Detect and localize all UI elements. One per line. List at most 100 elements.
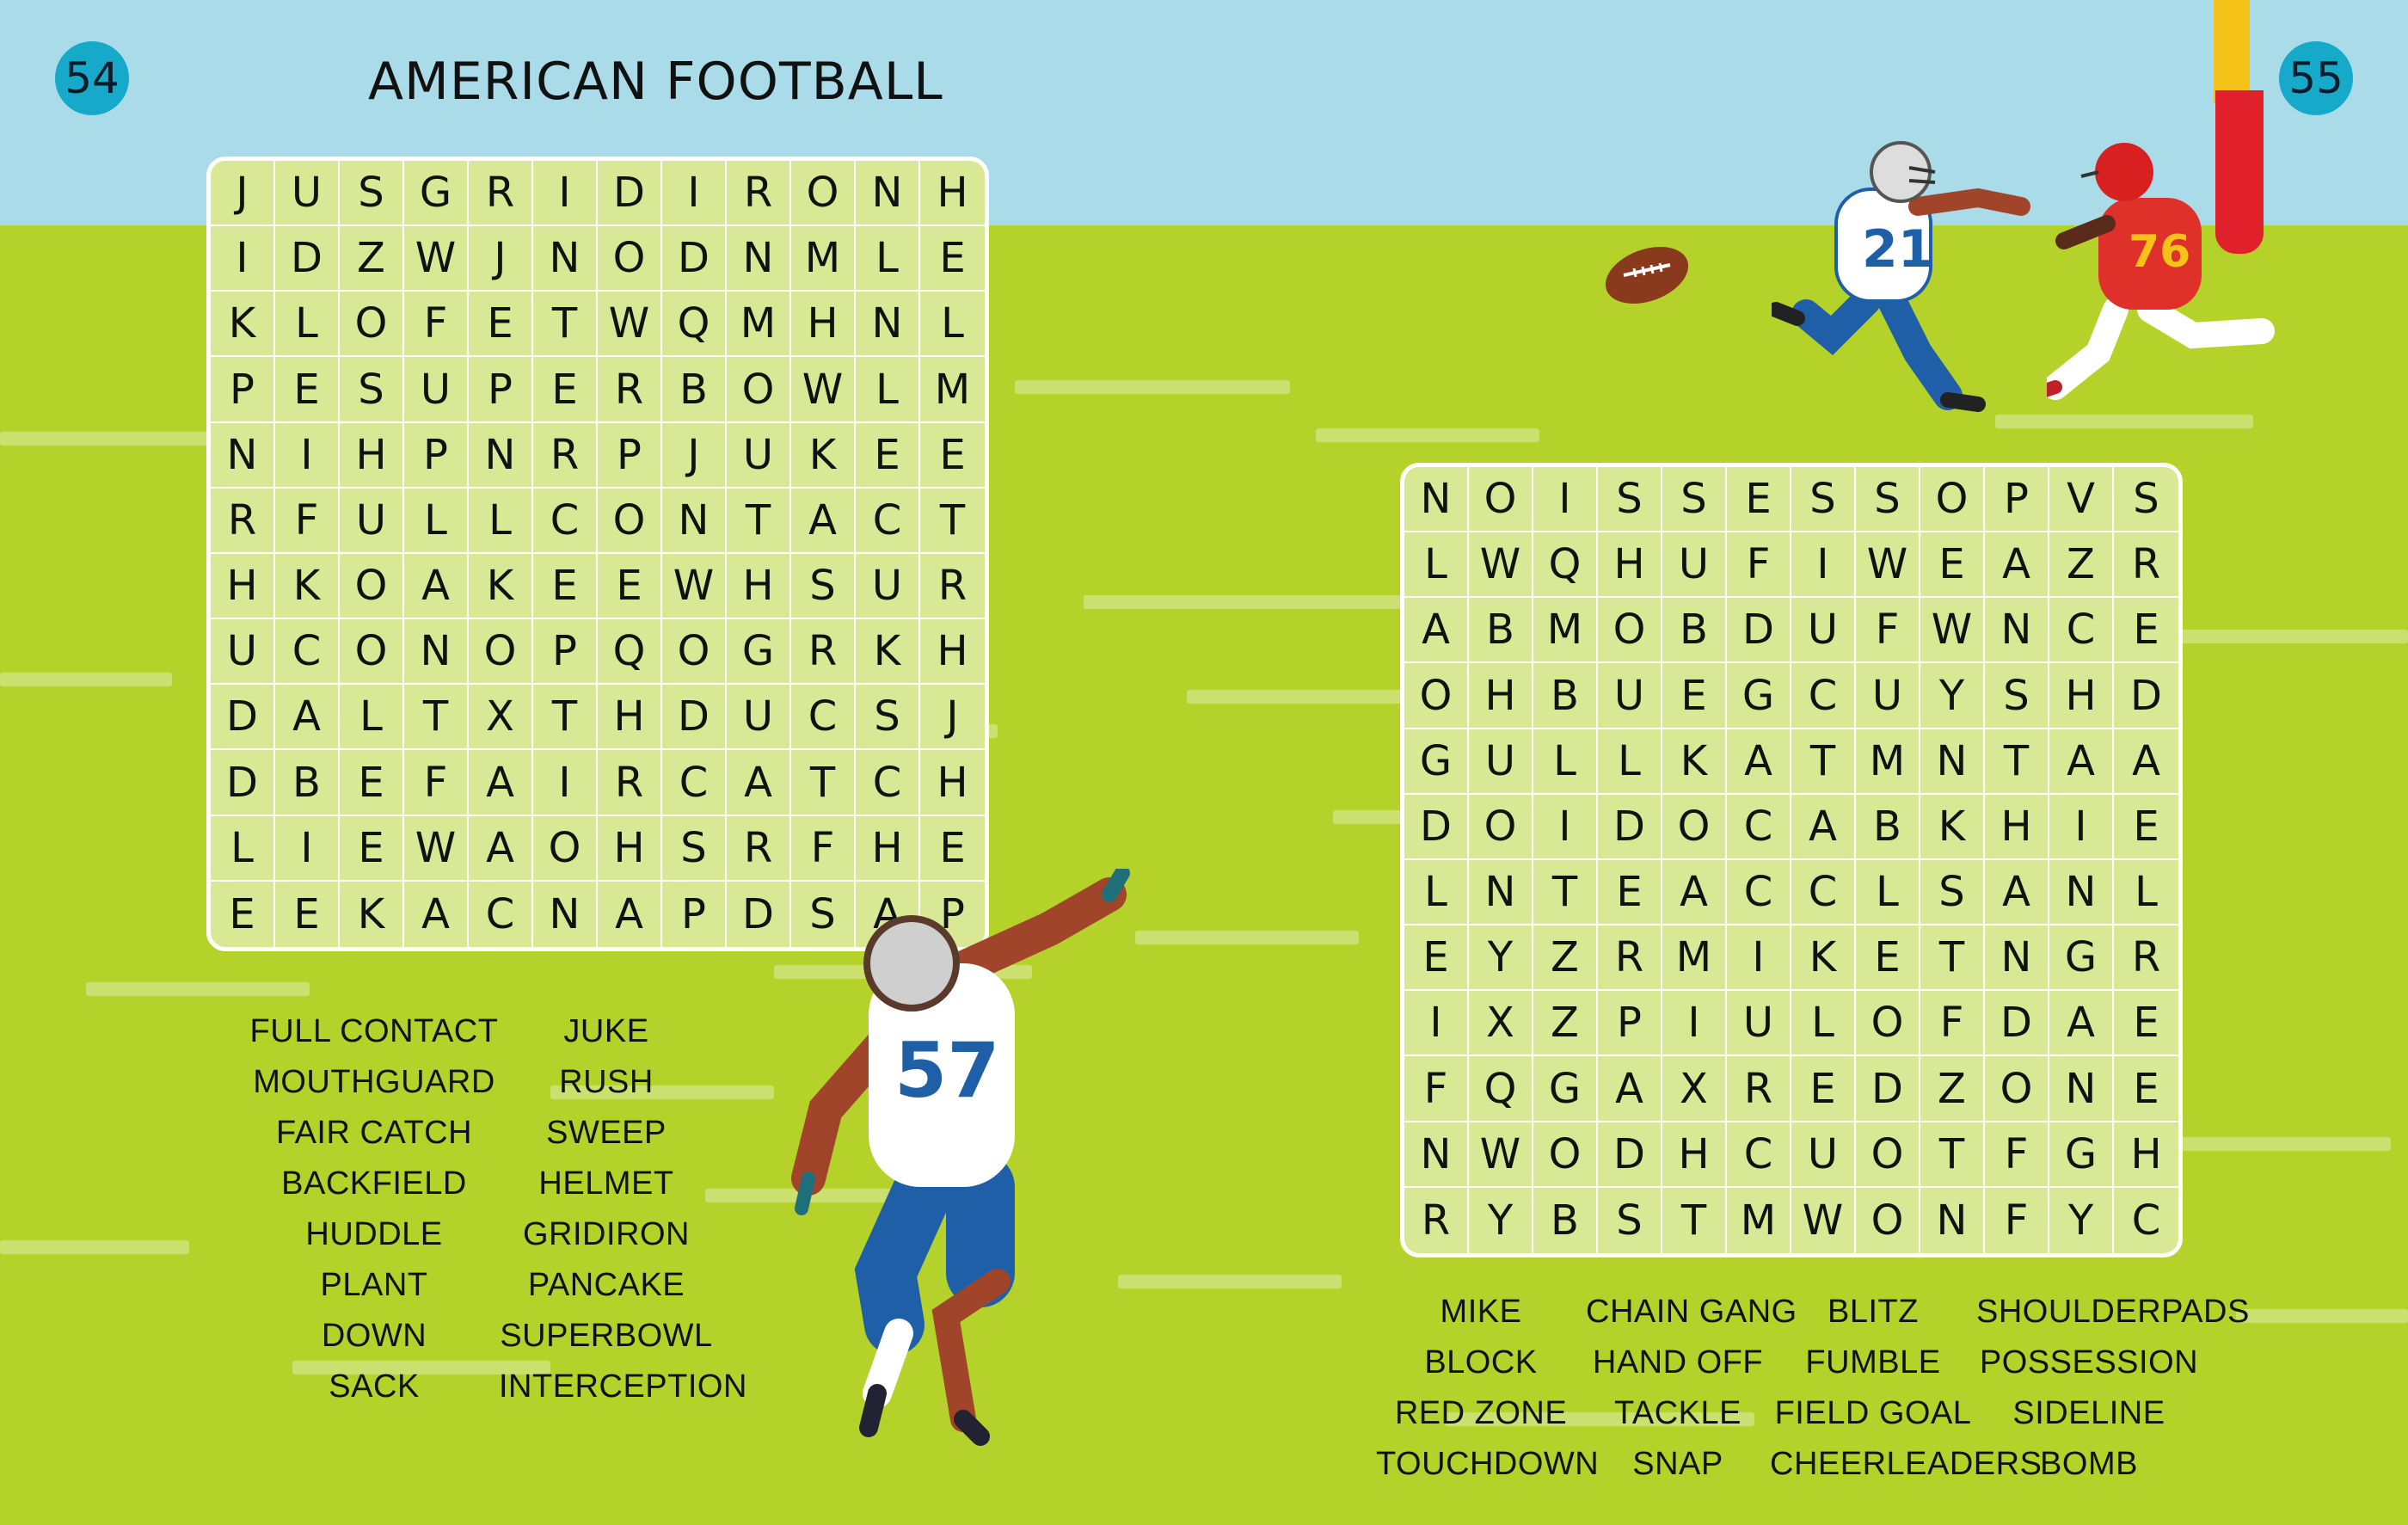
grid-right-cell[interactable]: T xyxy=(1985,729,2049,795)
grid-left-cell[interactable]: E xyxy=(856,422,920,489)
grid-left-cell[interactable]: K xyxy=(791,422,856,489)
grid-left-cell[interactable]: L xyxy=(920,292,985,358)
grid-left-cell[interactable]: A xyxy=(598,881,662,947)
grid-right-cell[interactable]: Y xyxy=(1920,663,1985,729)
grid-left-cell[interactable]: L xyxy=(211,815,275,882)
grid-right-cell[interactable]: M xyxy=(1533,598,1598,664)
grid-left-cell[interactable]: E xyxy=(920,423,985,489)
grid-right-cell[interactable]: Y xyxy=(1469,925,1533,992)
grid-right-cell[interactable]: R xyxy=(2114,532,2178,599)
grid-right-cell[interactable]: B xyxy=(1533,1187,1598,1253)
grid-right-cell[interactable]: C xyxy=(1791,663,1856,729)
grid-left-cell[interactable]: R xyxy=(727,815,791,882)
grid-left-cell[interactable]: H xyxy=(920,619,985,686)
grid-right-cell[interactable]: D xyxy=(1598,794,1662,860)
grid-right-cell[interactable]: A xyxy=(1985,859,2049,926)
grid-left-cell[interactable]: Z xyxy=(340,226,404,292)
grid-right-cell[interactable]: E xyxy=(2114,598,2178,664)
grid-right-cell[interactable]: L xyxy=(2114,860,2178,926)
grid-right-cell[interactable]: D xyxy=(1856,1056,1920,1122)
grid-right-cell[interactable]: R xyxy=(1404,1187,1469,1253)
grid-left-cell[interactable]: H xyxy=(920,161,985,227)
grid-left-cell[interactable]: O xyxy=(598,226,662,292)
grid-left-cell[interactable]: N xyxy=(469,422,533,489)
grid-right-cell[interactable]: H xyxy=(1985,794,2049,860)
grid-right-cell[interactable]: P xyxy=(1598,991,1662,1057)
grid-left-cell[interactable]: O xyxy=(533,815,598,882)
grid-left-cell[interactable]: U xyxy=(211,619,275,686)
grid-left-cell[interactable]: O xyxy=(340,292,404,358)
grid-right-cell[interactable]: D xyxy=(1727,598,1791,664)
grid-left-cell[interactable]: G xyxy=(727,619,791,686)
grid-right-cell[interactable]: Q xyxy=(1469,1056,1533,1122)
grid-left-cell[interactable]: L xyxy=(404,488,469,554)
grid-left-cell[interactable]: H xyxy=(211,553,275,620)
grid-left-cell[interactable]: U xyxy=(340,488,404,554)
grid-right-cell[interactable]: I xyxy=(2049,794,2114,860)
grid-right-cell[interactable]: E xyxy=(1404,925,1469,992)
grid-right-cell[interactable]: O xyxy=(1985,1056,2049,1122)
grid-right-cell[interactable]: L xyxy=(1598,729,1662,795)
grid-left-cell[interactable]: O xyxy=(662,619,727,686)
grid-left-cell[interactable]: W xyxy=(404,815,469,882)
grid-left-cell[interactable]: S xyxy=(791,553,856,620)
grid-left-cell[interactable]: S xyxy=(340,357,404,423)
grid-left-cell[interactable]: Q xyxy=(662,292,727,358)
grid-right-cell[interactable]: E xyxy=(2114,991,2178,1057)
grid-right-cell[interactable]: Y xyxy=(1469,1187,1533,1253)
grid-left-cell[interactable]: F xyxy=(404,750,469,816)
grid-right-cell[interactable]: B xyxy=(1469,598,1533,664)
grid-left-cell[interactable]: P xyxy=(469,357,533,423)
grid-right-cell[interactable]: A xyxy=(1727,729,1791,795)
grid-right-cell[interactable]: X xyxy=(1469,991,1533,1057)
grid-right-cell[interactable]: U xyxy=(1469,729,1533,795)
grid-right-cell[interactable]: O xyxy=(1662,794,1727,860)
grid-right-cell[interactable]: M xyxy=(1856,729,1920,795)
grid-left-cell[interactable]: C xyxy=(856,488,920,554)
grid-left-cell[interactable]: R xyxy=(920,554,985,620)
grid-right-cell[interactable]: N xyxy=(1920,729,1985,795)
grid-right-cell[interactable]: S xyxy=(1598,1187,1662,1253)
grid-right-cell[interactable]: F xyxy=(1985,1187,2049,1253)
grid-right-cell[interactable]: O xyxy=(1856,1187,1920,1253)
grid-right-cell[interactable]: H xyxy=(1598,532,1662,599)
grid-right-cell[interactable]: L xyxy=(1404,859,1469,926)
grid-left-cell[interactable]: U xyxy=(727,422,791,489)
grid-left-cell[interactable]: J xyxy=(662,422,727,489)
grid-left-cell[interactable]: E xyxy=(533,357,598,423)
grid-left-cell[interactable]: T xyxy=(404,685,469,751)
grid-left-cell[interactable]: E xyxy=(275,357,340,423)
grid-left-cell[interactable]: B xyxy=(662,357,727,423)
grid-right-cell[interactable]: I xyxy=(1533,467,1598,533)
grid-right-cell[interactable]: S xyxy=(1985,663,2049,729)
grid-left-cell[interactable]: B xyxy=(275,750,340,816)
grid-right-cell[interactable]: G xyxy=(1533,1056,1598,1122)
grid-left-cell[interactable]: I xyxy=(275,422,340,489)
grid-left-cell[interactable]: C xyxy=(275,619,340,686)
grid-left-cell[interactable]: N xyxy=(856,292,920,358)
grid-right-cell[interactable]: T xyxy=(1920,925,1985,992)
grid-left-cell[interactable]: H xyxy=(598,815,662,882)
grid-right-cell[interactable]: S xyxy=(1920,859,1985,926)
grid-left-cell[interactable]: H xyxy=(856,815,920,882)
grid-left-cell[interactable]: L xyxy=(856,357,920,423)
grid-left-cell[interactable]: Q xyxy=(598,619,662,686)
grid-right-cell[interactable]: D xyxy=(1598,1122,1662,1188)
grid-right-cell[interactable]: S xyxy=(1598,467,1662,533)
grid-right-cell[interactable]: O xyxy=(1533,1122,1598,1188)
grid-left-cell[interactable]: R xyxy=(533,422,598,489)
grid-right-cell[interactable]: I xyxy=(1404,991,1469,1057)
grid-left-cell[interactable]: N xyxy=(662,488,727,554)
grid-right-cell[interactable]: A xyxy=(1598,1056,1662,1122)
grid-right-cell[interactable]: E xyxy=(2114,1056,2178,1122)
grid-right-cell[interactable]: A xyxy=(1662,859,1727,926)
grid-right-cell[interactable]: D xyxy=(1404,794,1469,860)
grid-right-cell[interactable]: E xyxy=(1727,467,1791,533)
grid-left-cell[interactable]: P xyxy=(404,422,469,489)
grid-left-cell[interactable]: N xyxy=(533,881,598,947)
grid-left-cell[interactable]: P xyxy=(533,619,598,686)
grid-right-cell[interactable]: U xyxy=(1856,663,1920,729)
grid-right-cell[interactable]: L xyxy=(1856,859,1920,926)
grid-left-cell[interactable]: H xyxy=(920,750,985,816)
grid-left-cell[interactable]: L xyxy=(856,226,920,292)
